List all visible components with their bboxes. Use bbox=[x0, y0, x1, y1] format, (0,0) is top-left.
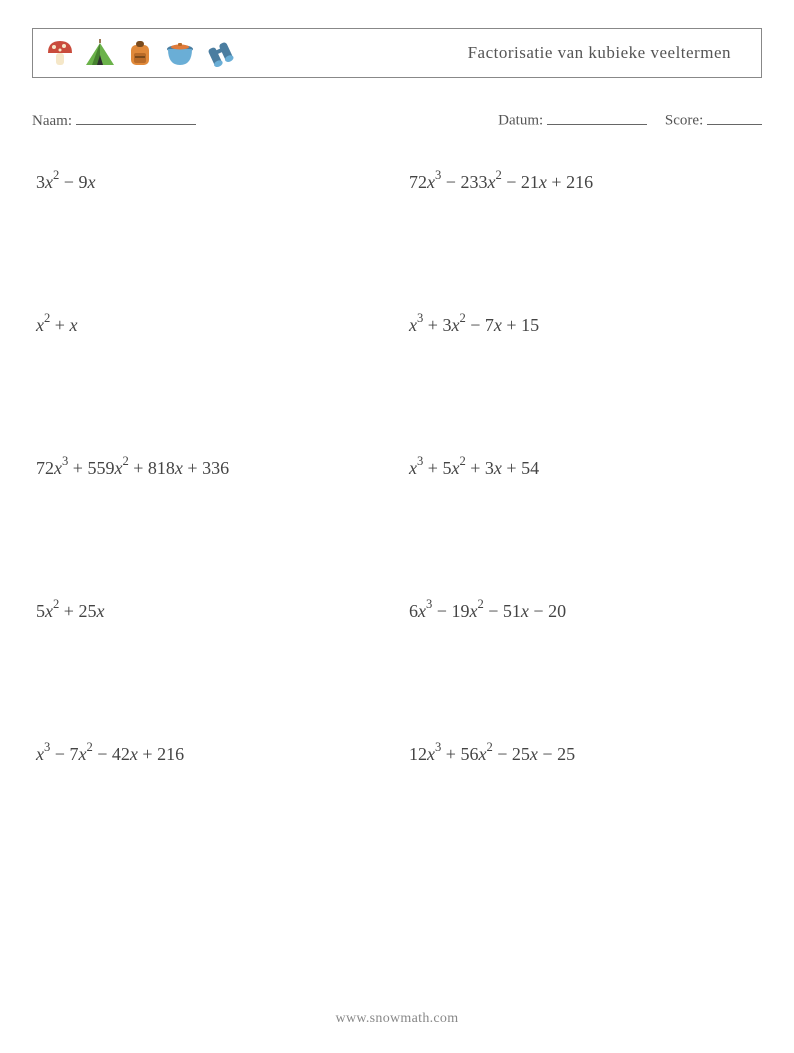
date-blank[interactable] bbox=[547, 108, 647, 125]
problem-5: 72x3 + 559x2 + 818x + 336 bbox=[36, 456, 389, 479]
score-label: Score: bbox=[665, 113, 703, 129]
binoculars-icon bbox=[203, 36, 237, 70]
problem-6: x3 + 5x2 + 3x + 54 bbox=[409, 456, 762, 479]
date-label: Datum: bbox=[498, 113, 543, 129]
pot-icon bbox=[163, 36, 197, 70]
mushroom-icon bbox=[43, 36, 77, 70]
footer-url: www.snowmath.com bbox=[0, 1011, 794, 1027]
problem-7: 5x2 + 25x bbox=[36, 599, 389, 622]
name-label: Naam: bbox=[32, 113, 72, 130]
backpack-icon bbox=[123, 36, 157, 70]
problem-2: 72x3 − 233x2 − 21x + 216 bbox=[409, 170, 762, 193]
info-fields: Naam: Datum: Score: bbox=[32, 108, 762, 130]
name-blank[interactable] bbox=[76, 108, 196, 125]
problem-1: 3x2 − 9x bbox=[36, 170, 389, 193]
worksheet-title: Factorisatie van kubieke veeltermen bbox=[468, 43, 751, 63]
tent-icon bbox=[83, 36, 117, 70]
worksheet-header: Factorisatie van kubieke veeltermen bbox=[32, 28, 762, 78]
problem-9: x3 − 7x2 − 42x + 216 bbox=[36, 742, 389, 765]
score-blank[interactable] bbox=[707, 108, 762, 125]
problem-4: x3 + 3x2 − 7x + 15 bbox=[409, 313, 762, 336]
header-icon-row bbox=[43, 36, 237, 70]
problem-8: 6x3 − 19x2 − 51x − 20 bbox=[409, 599, 762, 622]
problems-grid: 3x2 − 9x 72x3 − 233x2 − 21x + 216 x2 + x x3… bbox=[32, 170, 762, 765]
problem-10: 12x3 + 56x2 − 25x − 25 bbox=[409, 742, 762, 765]
problem-3: x2 + x bbox=[36, 313, 389, 336]
